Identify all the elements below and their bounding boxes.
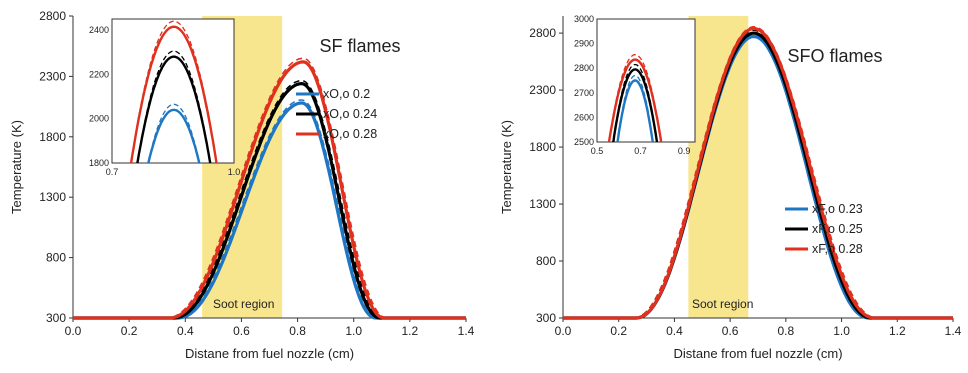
x-tick-label: 1.0: [345, 324, 362, 338]
inset-curve-dashed: [608, 54, 662, 142]
x-tick-label: 0.2: [121, 324, 138, 338]
x-tick-label: 0.2: [610, 324, 627, 338]
legend-label: xO,o 0.2: [323, 87, 370, 101]
x-tick-label: 0.4: [177, 324, 194, 338]
x-tick-label: 0.8: [778, 324, 795, 338]
inset-curve-dashed: [130, 20, 218, 163]
y-tick-label: 1300: [529, 197, 556, 211]
inset-y-tick-label: 2900: [574, 39, 594, 49]
inset-x-tick-label: 0.9: [678, 146, 691, 156]
legend-label: xF,o 0.25: [812, 222, 863, 236]
soot-region-label: Soot region: [692, 297, 753, 311]
inset-x-tick-label: 0.7: [106, 167, 119, 177]
y-tick-label: 1800: [39, 130, 66, 144]
x-tick-label: 0.8: [289, 324, 306, 338]
soot-region-label: Soot region: [213, 297, 274, 311]
x-axis-label: Distane from fuel nozzle (cm): [673, 346, 842, 361]
y-tick-label: 1800: [529, 140, 556, 154]
inset-y-tick-label: 2000: [89, 114, 109, 124]
inset-curve-dashed: [612, 63, 658, 142]
x-tick-label: 1.0: [833, 324, 850, 338]
x-tick-label: 0.6: [233, 324, 250, 338]
panel-title: SFO flames: [787, 46, 882, 66]
inset-x-tick-label: 0.7: [634, 146, 647, 156]
inset-y-tick-label: 2700: [574, 88, 594, 98]
inset-y-tick-label: 2400: [89, 25, 109, 35]
x-tick-label: 0.4: [666, 324, 683, 338]
y-tick-label: 2300: [39, 69, 66, 83]
legend-label: xF,o 0.23: [812, 202, 863, 216]
legend-label: xO,o 0.24: [323, 107, 377, 121]
inset-curve-solid: [136, 55, 212, 163]
inset-y-tick-label: 1800: [89, 158, 109, 168]
y-tick-label: 2800: [529, 26, 556, 40]
x-tick-label: 0.6: [722, 324, 739, 338]
panel-title: SF flames: [319, 36, 400, 56]
series-line-dashed: [73, 57, 466, 319]
y-tick-label: 300: [536, 311, 556, 325]
inset-chart: 0.5 0.7 0.9 2500 2600 2700 2800 2900 3000: [574, 14, 696, 156]
inset-y-tick-label: 2200: [89, 69, 109, 79]
inset-frame: [111, 18, 235, 164]
y-axis-label: Temperature (K): [9, 120, 24, 214]
y-tick-label: 2800: [39, 9, 66, 23]
legend-label: xF,o 0.28: [812, 242, 863, 256]
chart-panel-2: 0.0 0.2 0.4 0.6 0.8 1.0 1.2 1.4 300 800 1300 1800 23…: [499, 14, 962, 361]
legend-label: xO,o 0.28: [323, 127, 377, 141]
y-tick-label: 2300: [529, 83, 556, 97]
inset-y-tick-label: 2800: [574, 63, 594, 73]
y-tick-label: 800: [536, 254, 556, 268]
inset-y-tick-label: 2500: [574, 137, 594, 147]
x-axis-label: Distane from fuel nozzle (cm): [185, 346, 354, 361]
y-tick-label: 300: [46, 311, 66, 325]
x-tick-label: 1.4: [458, 324, 475, 338]
inset-curve-dashed: [616, 74, 654, 142]
x-tick-label: 1.2: [402, 324, 419, 338]
inset-x-tick-label: 0.5: [591, 146, 604, 156]
y-axis-label: Temperature (K): [499, 120, 514, 214]
y-tick-label: 800: [46, 251, 66, 265]
chart-panel-1: 0.0 0.2 0.4 0.6 0.8 1.0 1.2 1.4 300 800 1300 1800 23…: [9, 9, 475, 361]
inset-y-tick-label: 2600: [574, 112, 594, 122]
inset-x-tick-label: 1.0: [228, 167, 241, 177]
x-tick-label: 1.2: [889, 324, 906, 338]
series-line-dashed: [563, 26, 953, 319]
inset-y-tick-label: 3000: [574, 14, 594, 24]
inset-chart: 0.7 1.0 1800 2000 2200 2400: [89, 18, 241, 177]
x-tick-label: 0.0: [65, 324, 82, 338]
inset-curve-dashed: [147, 103, 201, 163]
x-tick-label: 1.4: [945, 324, 962, 338]
x-tick-label: 0.0: [555, 324, 572, 338]
inset-curve-solid: [147, 108, 201, 163]
y-tick-label: 1300: [39, 190, 66, 204]
